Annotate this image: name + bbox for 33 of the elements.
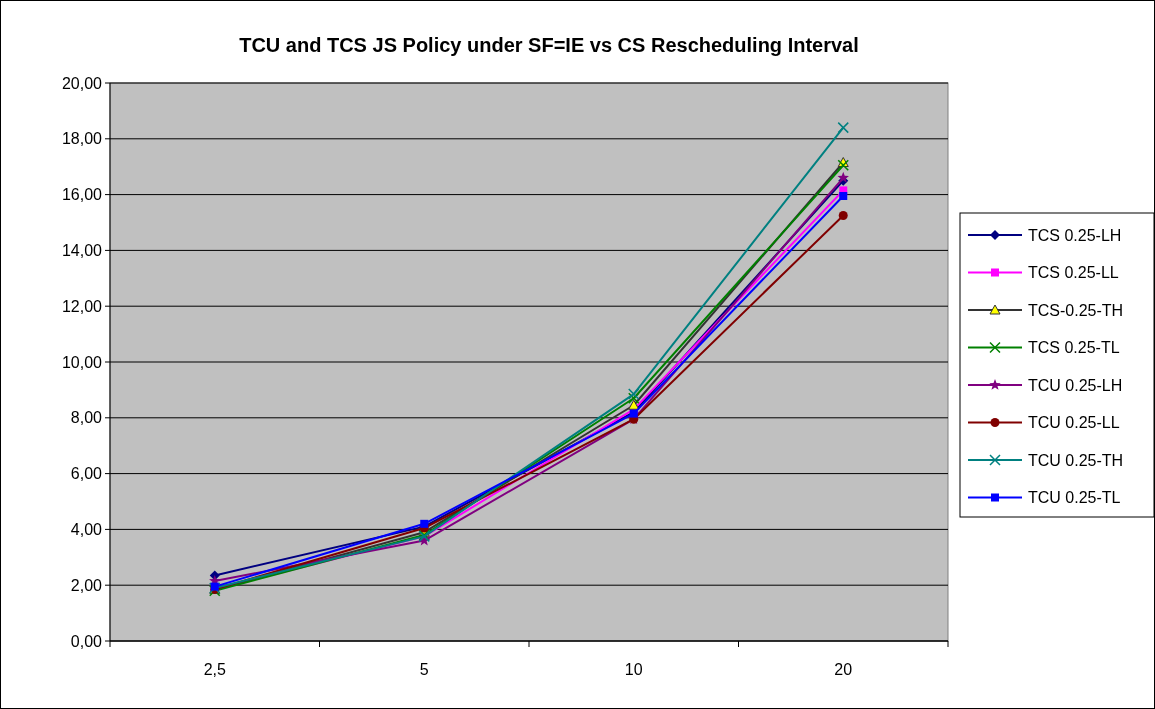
legend-label: TCU 0.25-TH <box>1028 451 1124 469</box>
point <box>628 388 640 400</box>
point <box>628 399 640 410</box>
point <box>837 171 849 183</box>
point <box>837 159 849 172</box>
legend-label: TCS 0.25-TL <box>1028 339 1120 357</box>
legend-label: TCS 0.25-LH <box>1028 226 1122 244</box>
legend-label: TCU 0.25-LH <box>1028 376 1123 394</box>
y-tick-label: 2,00 <box>70 576 103 594</box>
y-tick-label: 10,00 <box>61 353 103 371</box>
legend-label: TCU 0.25-TL <box>1028 489 1121 507</box>
x-tick-label: 20 <box>834 661 853 678</box>
y-tick-label: 14,00 <box>61 242 103 259</box>
y-tick-label: 16,00 <box>61 186 103 204</box>
point <box>628 392 640 405</box>
point <box>839 192 848 200</box>
legend-label: TCS-0.25-TH <box>1028 301 1124 319</box>
legend-label: TCU 0.25-LL <box>1028 414 1120 432</box>
y-tick-label: 12,00 <box>61 297 103 315</box>
y-tick-label: 0,00 <box>70 632 103 650</box>
y-tick-label: 18,00 <box>61 130 103 148</box>
y-tick-label: 6,00 <box>70 465 103 483</box>
x-tick-label: 5 <box>419 661 429 678</box>
x-tick-label: 10 <box>624 661 643 678</box>
y-tick-label: 8,00 <box>70 409 103 427</box>
legend-label: TCS 0.25-LL <box>1028 264 1119 282</box>
chart-title: TCU and TCS JS Policy under SF=IE vs CS Rescheduling Interval <box>239 34 859 56</box>
y-tick-label: 20,00 <box>61 74 103 92</box>
point <box>837 121 849 134</box>
point <box>420 519 429 528</box>
point <box>838 211 848 221</box>
x-tick-label: 2,5 <box>203 661 226 678</box>
y-tick-label: 4,00 <box>70 521 103 538</box>
